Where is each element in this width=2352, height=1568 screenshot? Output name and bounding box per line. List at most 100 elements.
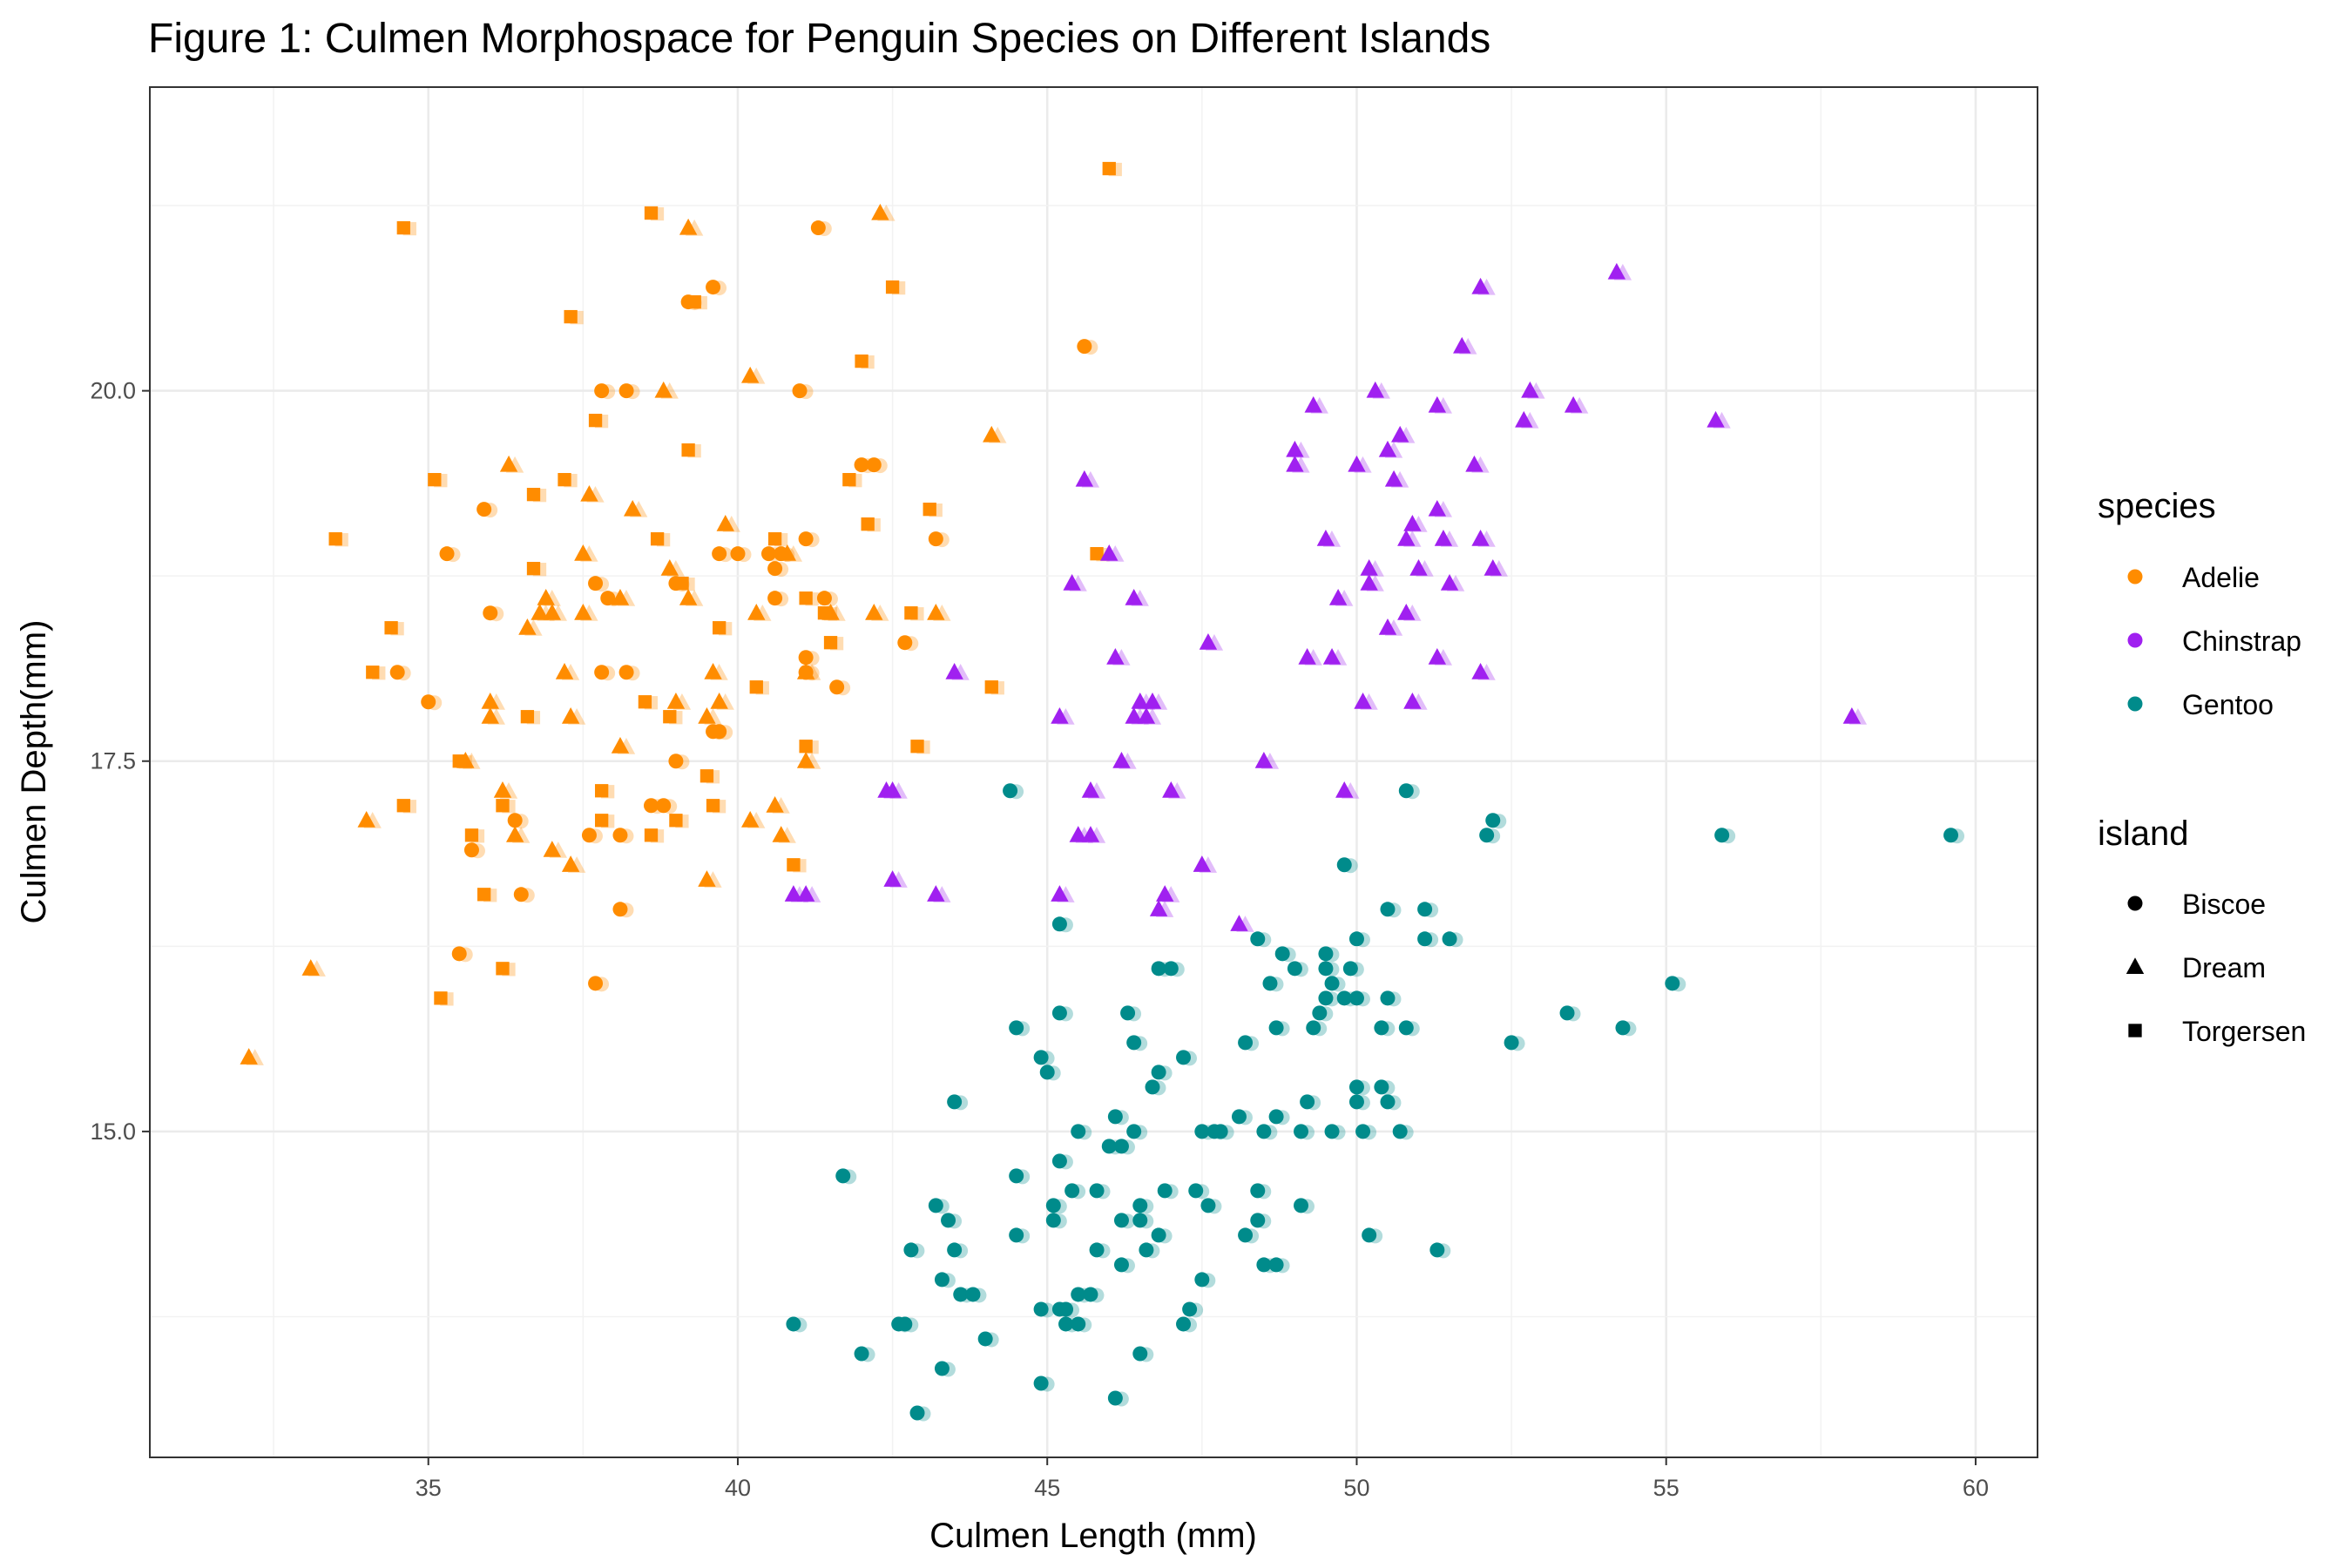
- data-point: [1298, 647, 1316, 665]
- data-point: [1256, 1124, 1272, 1139]
- data-point: [1378, 440, 1397, 457]
- data-point: [1089, 1183, 1105, 1199]
- data-point: [555, 663, 574, 679]
- data-point: [1390, 425, 1409, 443]
- data-point: [1193, 855, 1212, 872]
- data-point: [1051, 1153, 1067, 1169]
- legend-key-adelie: [2127, 569, 2143, 585]
- data-point: [749, 680, 763, 694]
- data-point: [1342, 961, 1358, 977]
- data-point: [1360, 558, 1378, 576]
- data-point: [1417, 902, 1433, 917]
- data-point: [1409, 558, 1428, 576]
- data-point: [595, 814, 609, 828]
- data-point: [654, 381, 672, 398]
- data-point: [434, 991, 448, 1005]
- data-point: [730, 546, 746, 562]
- data-point: [897, 1316, 913, 1332]
- data-point: [452, 754, 466, 768]
- data-point: [798, 531, 814, 547]
- data-point: [594, 383, 610, 399]
- data-point: [1262, 976, 1278, 991]
- data-point: [1354, 693, 1372, 709]
- data-point: [1348, 1094, 1364, 1110]
- data-point: [1089, 1242, 1105, 1258]
- data-point: [1268, 1020, 1284, 1036]
- data-point: [1194, 1272, 1210, 1288]
- data-point: [1045, 1213, 1061, 1228]
- data-point: [1051, 1005, 1067, 1021]
- data-point: [778, 544, 797, 561]
- x-tick-label: 50: [1343, 1475, 1369, 1501]
- data-point: [1069, 826, 1087, 842]
- data-point: [829, 679, 845, 695]
- data-point: [1058, 1301, 1074, 1317]
- data-point: [854, 457, 869, 473]
- data-point: [1559, 1005, 1575, 1021]
- data-point: [526, 487, 541, 502]
- data-point: [1051, 707, 1069, 724]
- legend-island-title: island: [2098, 814, 2189, 853]
- data-point: [594, 665, 610, 680]
- data-point: [1064, 1183, 1080, 1199]
- data-point: [796, 885, 815, 902]
- data-point: [855, 354, 868, 368]
- data-point: [1045, 1198, 1061, 1213]
- data-point: [1316, 529, 1335, 546]
- data-point: [1324, 1124, 1340, 1139]
- data-point: [1113, 1257, 1129, 1273]
- data-point: [561, 855, 580, 872]
- data-point: [909, 1405, 925, 1421]
- data-point: [1348, 990, 1364, 1006]
- data-point: [1428, 395, 1447, 413]
- data-point: [1151, 1064, 1166, 1080]
- data-point: [1071, 1124, 1086, 1139]
- data-point: [861, 517, 875, 531]
- x-tick-label: 60: [1963, 1475, 1989, 1501]
- data-point: [1384, 470, 1403, 487]
- data-point: [784, 885, 803, 902]
- data-point: [668, 754, 684, 769]
- grid-lines: [150, 87, 2038, 1457]
- data-point: [1294, 1198, 1309, 1213]
- data-point: [396, 799, 410, 813]
- data-point: [520, 710, 535, 724]
- data-point: [953, 1287, 969, 1302]
- data-point: [977, 1331, 993, 1347]
- data-point: [796, 752, 815, 768]
- data-point: [1081, 781, 1100, 798]
- data-point: [1071, 1316, 1086, 1332]
- data-point: [712, 546, 727, 562]
- data-point: [1471, 529, 1490, 546]
- data-point: [767, 532, 782, 546]
- data-point: [1274, 946, 1290, 962]
- data-point: [537, 588, 555, 605]
- data-point: [679, 218, 698, 235]
- data-point: [698, 707, 716, 724]
- legend-key-chinstrap: [2127, 632, 2143, 648]
- data-point: [1100, 544, 1119, 561]
- data-point: [366, 666, 380, 679]
- legend-label-torgersen: Torgersen: [2182, 1016, 2306, 1047]
- data-point: [421, 694, 436, 710]
- data-point: [1348, 455, 1366, 472]
- data-point: [934, 1272, 950, 1288]
- legend-label-chinstrap: Chinstrap: [2182, 625, 2301, 657]
- data-point: [927, 885, 945, 902]
- data-point: [507, 813, 523, 828]
- data-point: [710, 693, 728, 709]
- data-point: [706, 799, 720, 813]
- data-point: [700, 769, 714, 783]
- data-point: [1943, 828, 1959, 843]
- data-point: [650, 532, 665, 546]
- data-point: [1051, 916, 1067, 932]
- plot-border: [149, 86, 2038, 1458]
- data-point: [1139, 1242, 1154, 1258]
- legend-key-dream: [2126, 957, 2145, 975]
- data-point: [1083, 1287, 1098, 1302]
- data-point: [1132, 1346, 1148, 1362]
- data-point: [786, 1316, 801, 1332]
- data-point: [1515, 410, 1533, 428]
- data-point: [1403, 693, 1422, 709]
